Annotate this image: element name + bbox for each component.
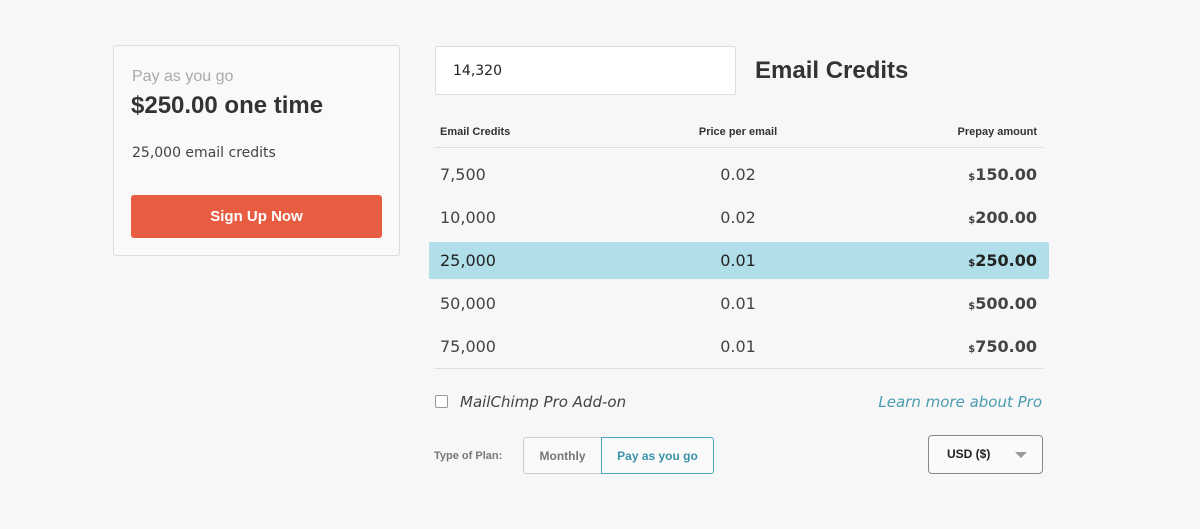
amount-cell: $150.00: [968, 165, 1037, 184]
price-cell: 0.02: [720, 165, 756, 184]
divider: [435, 368, 1043, 369]
currency-symbol: $: [968, 301, 976, 312]
dropdown-caret: [1015, 452, 1027, 458]
currency-select[interactable]: USD ($): [928, 435, 1043, 474]
credits-cell: 10,000: [440, 208, 496, 227]
credits-cell: 7,500: [440, 165, 486, 184]
plan-toggle: Monthly Pay as you go: [523, 437, 714, 475]
price-cell: 0.01: [720, 337, 756, 356]
amount-cell: $750.00: [968, 337, 1037, 356]
price-cell: 0.01: [720, 294, 756, 313]
price-cell: 0.01: [720, 251, 756, 270]
table-row[interactable]: 10,000 0.02 $200.00: [429, 199, 1049, 236]
amount: 500.00: [975, 294, 1037, 313]
column-header: Price per email: [698, 126, 778, 138]
plan-type-label: Type of Plan:: [434, 450, 503, 462]
credit-input[interactable]: 14,320: [435, 46, 736, 95]
divider: [435, 147, 1043, 148]
column-header: Prepay amount: [957, 126, 1037, 138]
amount: 200.00: [975, 208, 1037, 227]
addon-checkbox[interactable]: [435, 395, 448, 408]
amount: 250.00: [975, 251, 1037, 270]
column-header: Email Credits: [440, 126, 511, 138]
amount-cell: $500.00: [968, 294, 1037, 313]
credits-cell: 25,000: [440, 251, 496, 270]
plan-subtitle: Pay as you go: [132, 68, 234, 85]
heading: Email Credits: [755, 57, 909, 84]
sign-up-button[interactable]: Sign Up Now: [131, 195, 382, 238]
amount: 750.00: [975, 337, 1037, 356]
currency-symbol: $: [968, 344, 976, 355]
currency-select-text: USD ($): [947, 447, 991, 461]
table-row[interactable]: 25,000 0.01 $250.00: [429, 242, 1049, 279]
price-cell: 0.02: [720, 208, 756, 227]
plan-option[interactable]: Pay as you go: [601, 437, 714, 474]
plan-card: Pay as you go $250.00 one time 25,000 em…: [113, 45, 400, 256]
table-row[interactable]: 7,500 0.02 $150.00: [429, 156, 1049, 193]
plan-option[interactable]: Monthly: [523, 437, 602, 474]
currency-symbol: $: [968, 258, 976, 269]
credits-cell: 75,000: [440, 337, 496, 356]
currency-symbol: $: [968, 215, 976, 226]
amount-cell: $200.00: [968, 208, 1037, 227]
credits-cell: 50,000: [440, 294, 496, 313]
plan-credits: 25,000 email credits: [132, 145, 276, 161]
amount: 150.00: [975, 165, 1037, 184]
learn-more-link[interactable]: Learn more about Pro: [878, 393, 1042, 411]
table-row[interactable]: 75,000 0.01 $750.00: [429, 328, 1049, 365]
amount-cell: $250.00: [968, 251, 1037, 270]
addon-label[interactable]: MailChimp Pro Add-on: [460, 393, 627, 411]
currency-symbol: $: [968, 172, 976, 183]
table-row[interactable]: 50,000 0.01 $500.00: [429, 285, 1049, 322]
plan-price: $250.00 one time: [131, 92, 324, 119]
